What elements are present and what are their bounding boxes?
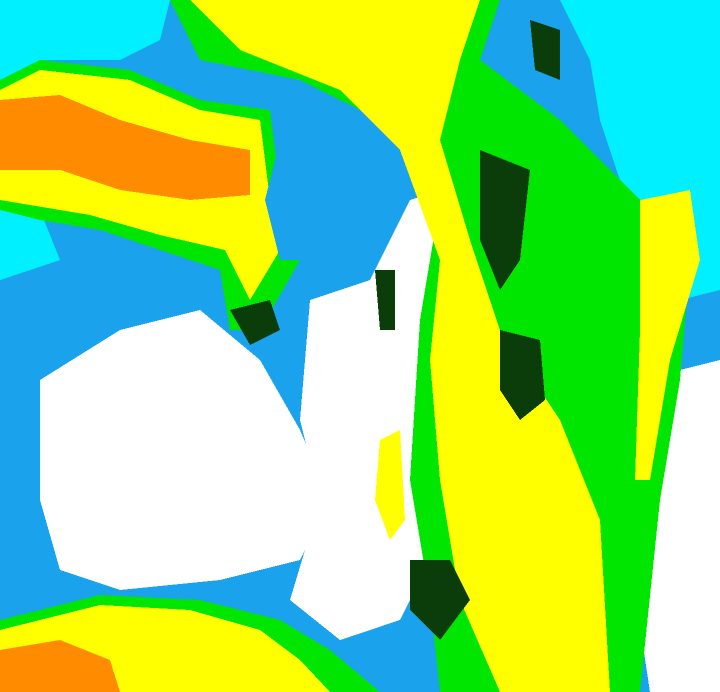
dark-green-patch-4 — [410, 560, 470, 640]
white-region-center — [290, 190, 440, 640]
orange-blob-top-left — [0, 95, 250, 200]
yellow-strip-center — [375, 430, 405, 540]
yellow-region-right-tongue — [635, 190, 700, 480]
dark-green-patch-2 — [500, 330, 545, 420]
white-region-left-center — [40, 310, 330, 590]
cyan-region-left-edge — [0, 200, 60, 280]
dark-green-patch-1 — [480, 150, 530, 290]
dark-green-patch-6 — [230, 300, 280, 345]
dark-green-patch-3 — [530, 20, 560, 80]
cyan-region-top-left — [0, 0, 170, 80]
blue-region-upper-middle — [265, 130, 380, 260]
dark-green-patch-5 — [375, 270, 395, 330]
yellow-diagonal-band — [190, 0, 610, 692]
orange-blob-bottom-left — [0, 640, 120, 692]
